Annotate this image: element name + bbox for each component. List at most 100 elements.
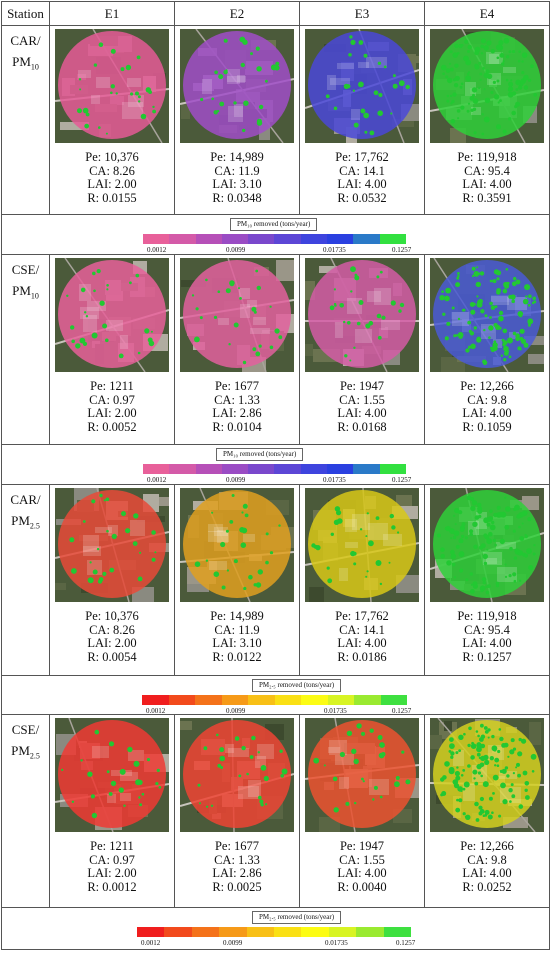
lai-value: LAI: 4.00 [337,636,387,650]
station-name: CAR/ [10,492,41,507]
aerial-map-thumbnail [430,258,544,372]
pe-value: Pe: 14,989 [210,609,264,623]
pe-value: Pe: 1211 [90,379,134,393]
legend-tick-label: 0.0099 [226,476,246,484]
map-image [180,258,294,372]
r-value: R: 0.0168 [337,419,387,434]
map-image [55,488,169,602]
data-row: CSE/PM10 Pe: 1211 CA: 0.97 LAI: 2.00 R: 0.00… [1,254,550,445]
legend-tick-label: 0.0012 [147,246,167,254]
legend-color-swatch [379,234,406,244]
cell-stats: Pe: 1677 CA: 1.33 LAI: 2.86 R: 0.0025 [175,839,299,894]
map-image [430,29,544,143]
legend-color-swatch [356,927,384,937]
ca-value: CA: 95.4 [464,163,510,178]
legend-row: PM₂.₅ removed (tons/year) 0.0012 0.0099 0.0… [1,907,550,950]
legend-color-swatch [327,464,354,474]
legend-ticks: 0.0012 0.0099 0.01735 0.1257 [147,246,411,255]
cell-stats: Pe: 1677 CA: 1.33 LAI: 2.86 R: 0.0104 [175,379,299,434]
map-image [305,258,419,372]
map-image [55,29,169,143]
pollutant-name: PM10 [12,54,39,72]
ca-value: CA: 14.1 [339,163,385,178]
cell-stats: Pe: 119,918 CA: 95.4 LAI: 4.00 R: 0.1257 [425,609,549,664]
pollutant-name: PM10 [12,283,39,301]
station-cell: CAR/PM10 [1,25,50,215]
aerial-map-thumbnail [55,258,169,372]
cell-stats: Pe: 119,918 CA: 95.4 LAI: 4.00 R: 0.3591 [425,150,549,205]
result-cell: Pe: 14,989 CA: 11.9 LAI: 3.10 R: 0.0348 [174,25,300,215]
pe-value: Pe: 1211 [90,839,134,853]
legend-color-bar [143,464,406,474]
r-value: R: 0.1059 [462,419,512,434]
legend-color-swatch [300,234,328,244]
legend-tick-label: 0.0012 [146,707,166,715]
station-name: CSE/ [11,722,40,737]
legend-row: PM₁₀ removed (tons/year) 0.0012 0.0099 0.01… [1,444,550,485]
legend-color-swatch [248,695,275,705]
legend-tick-label: 0.0099 [226,707,246,715]
cell-stats: Pe: 10,376 CA: 8.26 LAI: 2.00 R: 0.0054 [50,609,174,664]
lai-value: LAI: 4.00 [337,866,387,880]
result-cell: Pe: 1947 CA: 1.55 LAI: 4.00 R: 0.0040 [299,714,425,908]
pe-value: Pe: 17,762 [335,150,389,164]
result-cell: Pe: 10,376 CA: 8.26 LAI: 2.00 R: 0.0054 [49,484,175,676]
aerial-map-thumbnail [430,488,544,602]
legend-color-swatch [164,927,192,937]
legend-color-swatch [383,927,412,937]
legend-color-swatch [327,695,354,705]
cell-stats: Pe: 1211 CA: 0.97 LAI: 2.00 R: 0.0012 [50,839,174,894]
legend-title: PM₁₀ removed (tons/year) [230,218,318,231]
legend-color-swatch [221,234,249,244]
result-cell: Pe: 10,376 CA: 8.26 LAI: 2.00 R: 0.0155 [49,25,175,215]
aerial-map-thumbnail [180,488,294,602]
legend-tick-label: 0.0099 [226,246,246,254]
station-cell: CAR/PM2.5 [1,484,50,676]
legend-color-swatch [137,927,165,937]
cell-stats: Pe: 14,989 CA: 11.9 LAI: 3.10 R: 0.0348 [175,150,299,205]
pe-value: Pe: 1947 [339,379,385,393]
legend-color-swatch [169,234,196,244]
legend-color-swatch [274,927,302,937]
result-cell: Pe: 1211 CA: 0.97 LAI: 2.00 R: 0.0052 [49,254,175,445]
lai-value: LAI: 3.10 [212,636,262,650]
legend-color-swatch [248,464,275,474]
legend-color-swatch [191,927,220,937]
column-header-e2: E2 [174,1,300,26]
lai-value: LAI: 3.10 [212,177,262,191]
pe-value: Pe: 14,989 [210,150,264,164]
pollutant-name: PM2.5 [11,743,40,761]
aerial-map-thumbnail [430,718,544,832]
column-header-e3: E3 [299,1,425,26]
station-cell: CSE/PM10 [1,254,50,445]
legend-color-swatch [219,927,247,937]
cell-stats: Pe: 10,376 CA: 8.26 LAI: 2.00 R: 0.0155 [50,150,174,205]
results-table: Station E1 E2 E3 E4 CAR/PM10 Pe: 10,376 CA… [1,1,550,950]
pe-value: Pe: 10,376 [85,150,139,164]
pe-value: Pe: 1677 [214,379,260,393]
result-cell: Pe: 17,762 CA: 14.1 LAI: 4.00 R: 0.0532 [299,25,425,215]
legend-row: PM₂.₅ removed (tons/year) 0.0012 0.0099 0.0… [1,675,550,715]
r-value: R: 0.0122 [212,649,262,664]
legend-tick-label: 0.1257 [392,476,412,484]
ca-value: CA: 0.97 [89,852,135,867]
legend-color-swatch [301,695,328,705]
ca-value: CA: 14.1 [339,622,385,637]
legend-ticks: 0.0012 0.0099 0.01735 0.1257 [147,476,412,485]
color-legend: PM₂.₅ removed (tons/year) 0.0012 0.0099 0.0… [1,675,550,715]
ca-value: CA: 8.26 [89,163,135,178]
legend-tick-label: 0.01735 [325,939,348,947]
legend-color-swatch [274,695,301,705]
legend-tick-label: 0.1257 [392,707,412,715]
data-row: CAR/PM10 Pe: 10,376 CA: 8.26 LAI: 2.00 R: 0.… [1,25,550,215]
legend-color-swatch [379,464,406,474]
legend-color-swatch [380,695,407,705]
legend-color-swatch [246,927,275,937]
r-value: R: 0.0040 [337,879,387,894]
r-value: R: 0.0012 [87,879,137,894]
aerial-map-thumbnail [305,718,419,832]
ca-value: CA: 1.55 [339,392,385,407]
ca-value: CA: 1.33 [214,852,260,867]
map-image [180,29,294,143]
r-value: R: 0.3591 [462,190,512,205]
